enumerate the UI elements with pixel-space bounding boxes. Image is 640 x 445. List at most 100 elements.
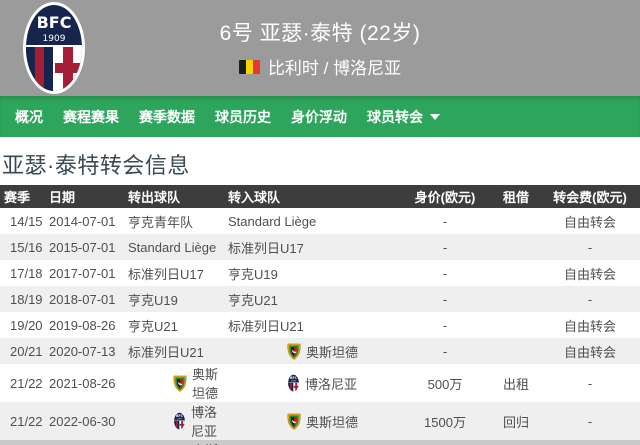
column-header-1: 赛季	[0, 185, 45, 208]
player-nationality-club: 比利时 / 博洛尼亚	[238, 54, 402, 79]
date-cell: 2022-06-30	[49, 413, 116, 429]
from-team-cell: Standard Liège	[125, 234, 225, 260]
loan-cell	[480, 286, 552, 312]
nav-tab-season-stats[interactable]: 赛季数据	[139, 108, 195, 125]
team-name: 亨克U21	[128, 318, 178, 334]
fee-cell: 600万	[552, 440, 640, 445]
team-name: 奥斯坦德	[192, 367, 219, 401]
to-team-cell: Standard Liège	[225, 208, 410, 234]
bologna-logo-icon	[173, 412, 186, 430]
team-name: 博洛尼亚	[191, 405, 218, 439]
team-name: 亨克U21	[228, 292, 278, 308]
nav-tab-transfers[interactable]: 球员转会	[367, 107, 440, 127]
season-cell: 19/20	[10, 317, 43, 333]
table-row: 20/21 2020-07-13 标准列日U21 奥斯坦德 - 自由转会	[0, 338, 640, 364]
player-name-title: 6号 亚瑟·泰特 (22岁)	[219, 22, 421, 45]
from-team-cell: 标准列日U17	[125, 260, 225, 286]
column-header-2: 日期	[45, 185, 125, 208]
team-name: 标准列日U21	[228, 318, 304, 334]
loan-cell	[480, 440, 552, 445]
table-row: 17/18 2017-07-01 标准列日U17 亨克U19 - 自由转会	[0, 260, 640, 286]
nav-tab-overview[interactable]: 概况	[15, 108, 43, 125]
date-cell: 2022-07-01	[45, 440, 125, 445]
date-cell: 2015-07-01	[49, 239, 116, 255]
team-name: 奥斯坦德	[306, 344, 359, 360]
market-value-cell: -	[442, 291, 448, 307]
date-cell: 2017-07-01	[49, 265, 116, 281]
team-name: Standard Liège	[128, 240, 217, 256]
chevron-down-icon	[430, 113, 440, 120]
player-banner: 6号 亚瑟·泰特 (22岁) 比利时 / 博洛尼亚	[0, 0, 640, 96]
nav-tab-player-history[interactable]: 球员历史	[215, 108, 271, 125]
fee-cell: 自由转会	[563, 266, 616, 282]
fee-cell: -	[587, 239, 593, 255]
team-name: 标准列日U21	[128, 344, 204, 360]
season-cell: 21/22	[10, 413, 43, 429]
market-value-cell: 1500万	[424, 414, 466, 430]
market-value-cell: -	[442, 213, 448, 229]
season-cell: 22/23	[0, 440, 45, 445]
from-team-cell: 标准列日U21	[125, 338, 225, 364]
belgium-flag-icon	[238, 59, 260, 74]
column-header-7: 转会费(欧元)	[552, 185, 640, 208]
table-row: 21/22 2022-06-30 博洛尼亚 奥斯坦德 1500万 回归 -	[0, 402, 640, 440]
oostende-logo-icon	[173, 375, 187, 392]
market-value-cell: -	[442, 265, 448, 281]
from-team-cell: 亨克青年队	[125, 208, 225, 234]
season-cell: 21/22	[10, 375, 43, 391]
season-cell: 18/19	[10, 291, 43, 307]
nav-tab-schedule-results[interactable]: 赛程赛果	[63, 108, 119, 125]
from-team-cell: 博洛尼亚	[125, 402, 225, 440]
to-team-cell: 标准列日U17	[225, 234, 410, 260]
team-name: 奥斯坦德	[192, 440, 225, 445]
to-team-cell: 奥斯坦德	[225, 338, 410, 364]
market-value-cell: 500万	[427, 376, 463, 392]
to-team-cell: 博洛尼亚	[225, 364, 410, 402]
loan-cell	[480, 208, 552, 234]
table-row: 19/20 2019-08-26 亨克U21 标准列日U21 - 自由转会	[0, 312, 640, 338]
loan-cell	[480, 338, 552, 364]
nav-bar: 概况 赛程赛果 赛季数据 球员历史 身价浮动 球员转会	[0, 96, 640, 137]
oostende-logo-icon	[287, 413, 301, 430]
column-header-5: 身价(欧元)	[410, 185, 480, 208]
table-row: 14/15 2014-07-01 亨克青年队 Standard Liège - 自由转会	[0, 208, 640, 234]
fee-cell: -	[587, 413, 593, 429]
fee-cell: -	[587, 375, 593, 391]
loan-cell	[480, 260, 552, 286]
page-title-bar: 亚瑟·泰特转会信息	[0, 137, 640, 185]
from-team-cell: 亨克U21	[125, 312, 225, 338]
date-cell: 2018-07-01	[49, 291, 116, 307]
to-team-cell: 奥斯坦德	[225, 402, 410, 440]
from-team-cell: 奥斯坦德	[125, 440, 225, 445]
nav-tab-market-value[interactable]: 身价浮动	[291, 108, 347, 125]
from-team-cell: 奥斯坦德	[125, 364, 225, 402]
nationality-club-label: 比利时 / 博洛尼亚	[267, 59, 402, 78]
team-name: 标准列日U17	[128, 266, 204, 282]
bologna-logo-icon	[287, 374, 300, 392]
market-value-cell: -	[442, 317, 448, 333]
column-header-3: 转出球队	[125, 185, 225, 208]
team-name: Standard Liège	[228, 214, 317, 230]
fee-cell: 自由转会	[563, 214, 616, 230]
loan-cell: 出租	[502, 376, 529, 392]
to-team-cell: 标准列日U21	[225, 312, 410, 338]
fee-cell: -	[587, 291, 593, 307]
team-name: 亨克U19	[128, 292, 178, 308]
loan-cell	[480, 234, 552, 260]
team-name: 亨克青年队	[128, 214, 194, 230]
table-header-row: 赛季 日期 转出球队 转入球队 身价(欧元) 租借 转会费(欧元)	[0, 185, 640, 208]
fee-cell: 自由转会	[563, 344, 616, 360]
fee-cell: 自由转会	[563, 318, 616, 334]
market-value-cell: -	[442, 343, 448, 359]
season-cell: 15/16	[10, 239, 43, 255]
team-name: 亨克U19	[228, 266, 278, 282]
to-team-cell: 博洛尼亚	[225, 440, 410, 445]
date-cell: 2019-08-26	[49, 317, 116, 333]
date-cell: 2014-07-01	[49, 213, 116, 229]
market-value-cell: 1500万	[410, 440, 480, 445]
to-team-cell: 亨克U19	[225, 260, 410, 286]
season-cell: 17/18	[10, 265, 43, 281]
from-team-cell: 亨克U19	[125, 286, 225, 312]
loan-cell	[480, 312, 552, 338]
